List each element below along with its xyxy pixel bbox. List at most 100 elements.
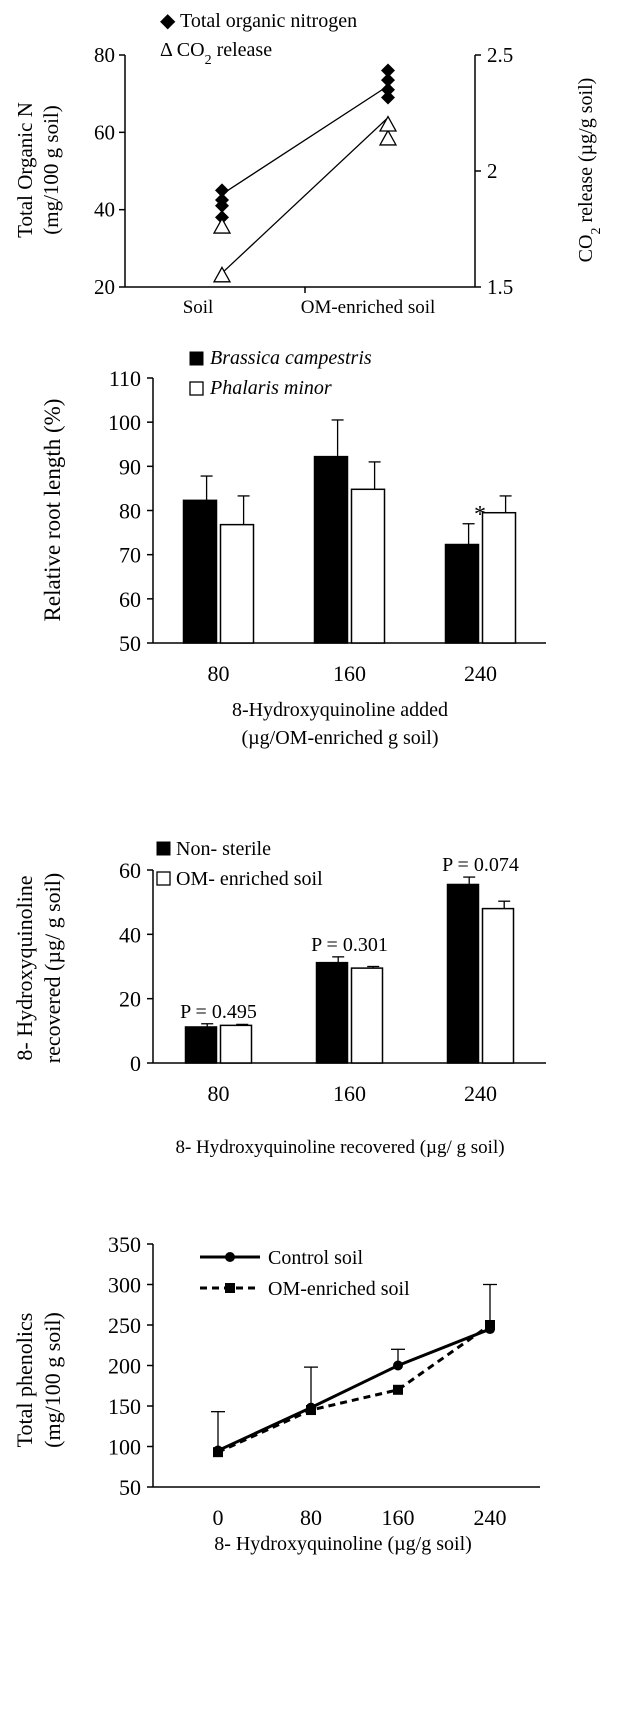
x-axis-label: 8-Hydroxyquinoline added	[232, 699, 448, 721]
y-tick-label: 200	[108, 1354, 141, 1379]
data-point-nitrogen	[381, 73, 395, 88]
bar	[182, 499, 218, 644]
y-tick-label: 70	[119, 543, 141, 568]
legend-label: Total organic nitrogen	[180, 10, 357, 32]
y-tick-label-left: 60	[94, 120, 115, 144]
bar	[481, 907, 515, 1064]
data-point-co2	[212, 217, 232, 234]
bar	[219, 523, 255, 644]
x-tick-label: Soil	[183, 297, 214, 318]
x-tick-label: 80	[300, 1505, 322, 1530]
y-tick-label: 100	[108, 410, 141, 435]
legend-label-main: CO	[177, 39, 205, 61]
x-tick-label: 240	[464, 1081, 497, 1106]
p-value-label: P = 0.301	[311, 934, 388, 956]
bar	[315, 961, 349, 1064]
y-tick-label: 300	[108, 1273, 141, 1298]
legend-swatch-black	[189, 351, 204, 366]
y-axis-label-right-rest: release (µg/g soil)	[575, 78, 597, 228]
legend-label: Phalaris minor	[209, 377, 332, 399]
y-tick-label: 80	[119, 499, 141, 524]
data-point-om	[393, 1384, 403, 1395]
y-axis-label-right: CO2 release (µg/g soil)	[575, 78, 604, 263]
legend-label-prefix: Δ	[160, 39, 177, 61]
data-point-co2	[378, 129, 398, 146]
bar	[350, 967, 384, 1064]
data-point-nitrogen	[381, 90, 395, 105]
y-tick-label: 100	[108, 1435, 141, 1460]
legend-label: OM- enriched soil	[176, 868, 323, 890]
legend-marker-circle	[225, 1252, 235, 1262]
data-point-control	[393, 1360, 403, 1371]
y-axis-label: recovered (µg/ g soil)	[40, 873, 65, 1063]
y-tick-label: 20	[119, 987, 141, 1012]
y-tick-label: 150	[108, 1394, 141, 1419]
x-axis-label: 8- Hydroxyquinoline (µg/g soil)	[214, 1533, 472, 1555]
bar	[446, 883, 480, 1064]
trend-line	[221, 117, 389, 274]
y-axis-label: (mg/100 g soil)	[40, 1312, 65, 1448]
bar	[313, 455, 349, 644]
panel-root-length: 50 60 70 80 90 100 110 80 160 240 Brassica campest…	[40, 347, 546, 749]
panel-total-phenolics: 50 100 150 200 250 300 350 0 80 160 240 Total pheno…	[12, 1232, 540, 1555]
panel-hq-recovered: 0 20 40 60 80 160 240 Non- sterile OM- enriched …	[12, 838, 546, 1158]
legend-label: Control soil	[268, 1247, 363, 1269]
bar	[350, 488, 386, 644]
legend-swatch-black	[156, 841, 171, 856]
data-point-om	[213, 1447, 223, 1458]
y-axis-label-right-sub: 2	[589, 228, 604, 235]
y-axis-label: 8- Hydroxyquinoline	[12, 875, 37, 1060]
y-axis-label-right-main: CO	[575, 235, 597, 263]
x-tick-label: 160	[333, 1081, 366, 1106]
y-tick-label: 60	[119, 587, 141, 612]
legend-label: Non- sterile	[176, 838, 271, 860]
y-axis-label-left: Total Organic N	[13, 102, 37, 238]
data-point-nitrogen	[215, 193, 229, 207]
significance-marker: *	[474, 502, 486, 528]
data-point-co2	[378, 115, 398, 132]
y-tick-label-left: 80	[94, 43, 115, 67]
legend-label-sub: 2	[205, 53, 212, 68]
x-tick-label: 80	[208, 1081, 230, 1106]
bar	[481, 511, 517, 644]
y-tick-label: 110	[109, 366, 141, 391]
x-tick-label: 160	[382, 1505, 415, 1530]
y-tick-label-left: 20	[94, 275, 115, 299]
y-tick-label: 50	[119, 631, 141, 656]
x-tick-label: 240	[464, 661, 497, 686]
x-tick-label: 80	[208, 661, 230, 686]
p-value-label: P = 0.495	[180, 1001, 257, 1023]
legend-swatch-white	[189, 381, 204, 396]
series-line	[217, 1323, 491, 1454]
data-point-om	[485, 1320, 495, 1330]
bar	[184, 1026, 218, 1064]
trend-line	[221, 85, 389, 195]
y-tick-label-left: 40	[94, 198, 115, 222]
x-tick-label: 0	[213, 1505, 224, 1530]
legend-marker-diamond: ◆	[160, 10, 176, 32]
legend-label: Brassica campestris	[210, 347, 372, 369]
legend-label: OM-enriched soil	[268, 1278, 410, 1300]
legend-label: Δ CO2 release	[160, 39, 272, 68]
data-point-om	[306, 1405, 316, 1416]
data-point-co2	[212, 266, 232, 283]
y-tick-label: 350	[108, 1232, 141, 1257]
data-point-nitrogen	[381, 63, 395, 78]
y-tick-label: 50	[119, 1475, 141, 1500]
y-tick-label-right: 1.5	[487, 275, 513, 299]
x-axis-label: (µg/OM-enriched g soil)	[241, 727, 438, 749]
series-line	[217, 1327, 491, 1452]
legend-label-rest: release	[212, 39, 273, 61]
x-tick-label: OM-enriched soil	[301, 297, 436, 318]
x-axis-label: 8- Hydroxyquinoline recovered (µg/ g soi…	[175, 1137, 504, 1158]
y-tick-label: 90	[119, 454, 141, 479]
data-point-nitrogen	[381, 82, 395, 97]
p-value-label: P = 0.074	[442, 854, 519, 876]
y-tick-label: 40	[119, 922, 141, 947]
x-tick-label: 240	[474, 1505, 507, 1530]
y-tick-label-right: 2.5	[487, 43, 513, 67]
y-tick-label: 0	[130, 1051, 141, 1076]
bar	[444, 543, 480, 644]
legend-marker-square	[225, 1283, 235, 1293]
